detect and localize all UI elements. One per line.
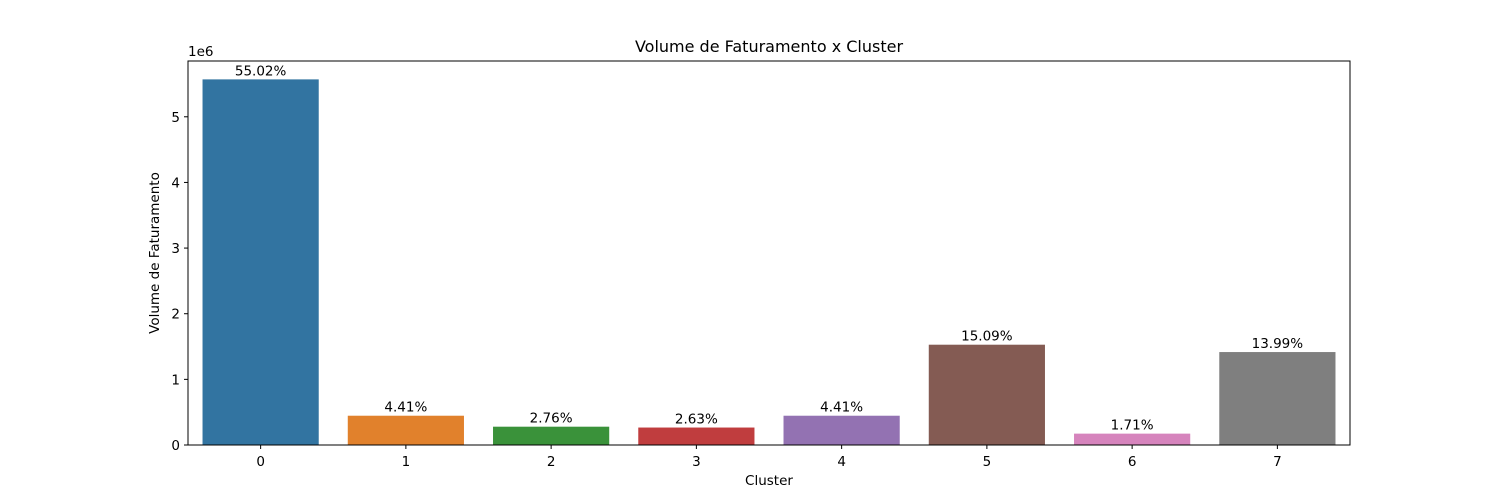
x-tick-label-5: 5 <box>983 454 992 470</box>
x-tick-label-0: 0 <box>256 454 265 470</box>
x-tick-label-2: 2 <box>547 454 556 470</box>
data-label-cluster-2: 2.76% <box>530 411 573 427</box>
data-label-cluster-1: 4.41% <box>384 400 427 416</box>
data-label-cluster-4: 4.41% <box>820 400 863 416</box>
plot-frame <box>187 60 1351 446</box>
x-axis-label: Cluster <box>745 473 793 489</box>
bar-cluster-4 <box>783 415 900 445</box>
bar-cluster-3 <box>638 427 755 445</box>
x-tick-label-1: 1 <box>402 454 411 470</box>
bar-cluster-1 <box>347 415 464 445</box>
x-tick-label-7: 7 <box>1273 454 1282 470</box>
y-axis: 0 1 2 3 4 5 <box>171 110 188 454</box>
data-label-cluster-6: 1.71% <box>1111 418 1154 434</box>
x-tick-label-3: 3 <box>692 454 701 470</box>
y-axis-multiplier: 1e6 <box>188 44 213 60</box>
bar-cluster-5 <box>928 344 1045 445</box>
bar-cluster-6 <box>1074 433 1191 445</box>
bar-cluster-7 <box>1219 352 1336 445</box>
bar-cluster-0 <box>202 79 319 445</box>
bars-group: 55.02% 4.41% 2.76% 2.63% 4.41% 15.09% 1.71% 13.… <box>202 63 1336 445</box>
y-tick-label-4: 4 <box>171 175 180 191</box>
data-label-cluster-0: 55.02% <box>235 63 287 79</box>
data-label-cluster-5: 15.09% <box>961 329 1013 345</box>
y-axis-label: Volume de Faturamento <box>147 172 163 334</box>
x-tick-label-6: 6 <box>1128 454 1137 470</box>
bar-cluster-2 <box>493 426 610 445</box>
data-label-cluster-7: 13.99% <box>1252 336 1304 352</box>
y-tick-label-0: 0 <box>171 438 180 454</box>
y-tick-label-2: 2 <box>171 307 180 323</box>
x-tick-label-4: 4 <box>837 454 846 470</box>
y-tick-label-5: 5 <box>171 110 180 126</box>
y-tick-label-1: 1 <box>171 372 180 388</box>
x-axis: 0 1 2 3 4 5 6 7 <box>256 445 1282 470</box>
data-label-cluster-3: 2.63% <box>675 412 718 428</box>
chart-title: Volume de Faturamento x Cluster <box>635 37 904 56</box>
y-tick-label-3: 3 <box>171 241 180 257</box>
